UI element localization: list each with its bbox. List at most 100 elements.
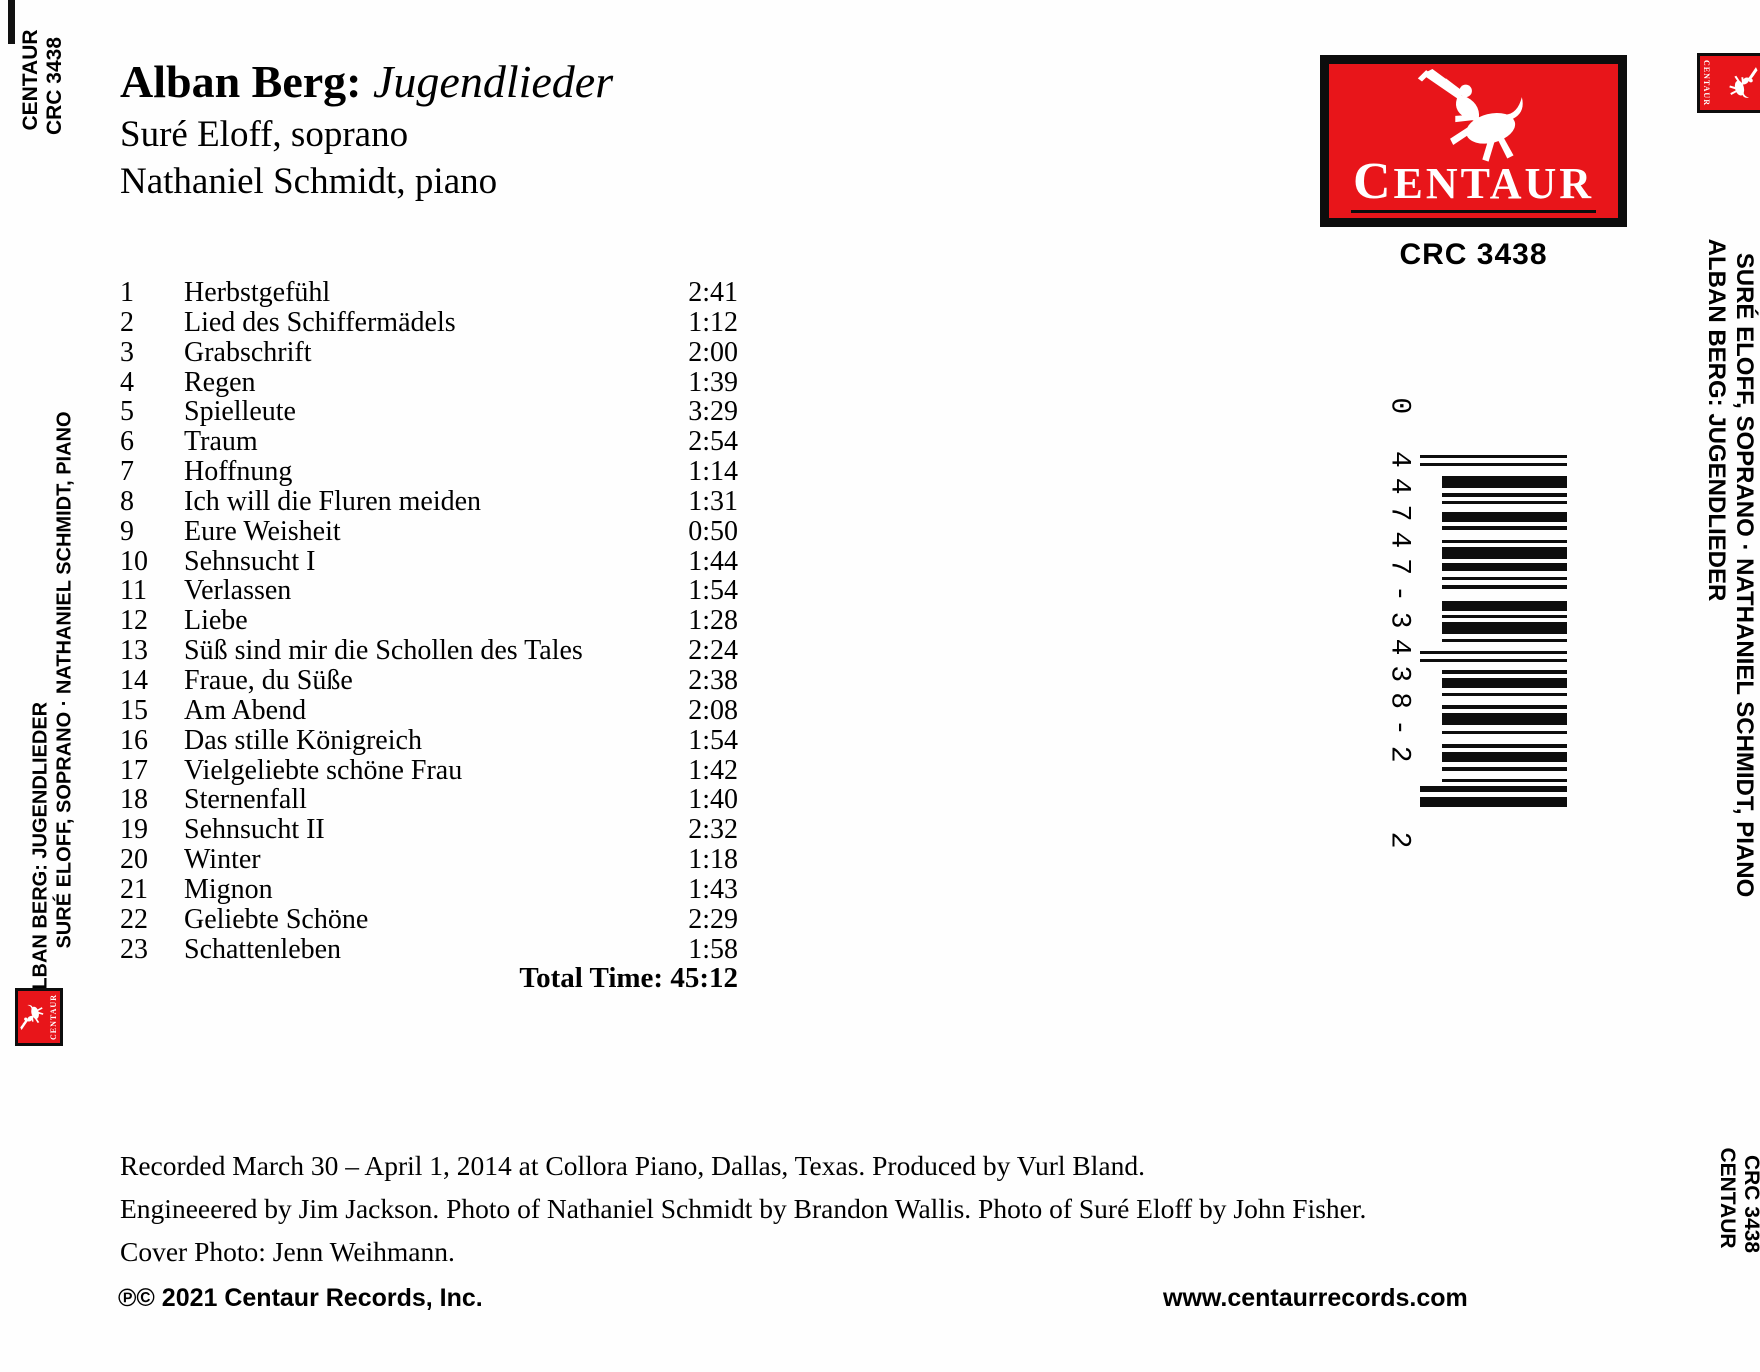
barcode-suffix-digit: 2 bbox=[1383, 831, 1415, 859]
credits-line-recording: Recorded March 30 – April 1, 2014 at Col… bbox=[120, 1150, 1145, 1181]
track-number: 14 bbox=[120, 664, 148, 696]
track-time: 2:38 bbox=[688, 664, 738, 696]
album-title-line: Alban Berg: Jugendlieder bbox=[120, 56, 613, 108]
barcode-number: 0 44747-3438-2 bbox=[1383, 397, 1415, 773]
barcode-bars bbox=[1420, 455, 1567, 807]
track-title: Hoffnung bbox=[184, 456, 293, 488]
barcode-bar bbox=[1442, 713, 1567, 725]
barcode-bar bbox=[1442, 501, 1567, 504]
track-number: 9 bbox=[120, 515, 134, 547]
barcode-bar bbox=[1442, 678, 1567, 688]
track-time: 2:29 bbox=[688, 903, 738, 935]
barcode-bar bbox=[1442, 493, 1567, 497]
track-number: 12 bbox=[120, 605, 148, 637]
track-list: 1 Herbstgefühl 2:41 2 Lied des Schiffermädel… bbox=[120, 278, 738, 964]
track-time: 1:28 bbox=[688, 605, 738, 637]
barcode-guard-bar bbox=[1420, 786, 1567, 792]
track-number: 23 bbox=[120, 933, 148, 965]
composer-name: Alban Berg: bbox=[120, 56, 362, 107]
track-number: 2 bbox=[120, 306, 134, 338]
track-title: Süß sind mir die Schollen des Tales bbox=[184, 635, 583, 667]
track-row: 11 Verlassen 1:54 bbox=[120, 576, 738, 606]
track-number: 6 bbox=[120, 426, 134, 458]
track-title: Traum bbox=[184, 426, 258, 458]
track-row: 17 Vielgeliebte schöne Frau 1:42 bbox=[120, 754, 738, 786]
track-time: 1:43 bbox=[688, 873, 738, 905]
barcode-bar bbox=[1442, 601, 1567, 611]
track-title: Schattenleben bbox=[184, 933, 342, 965]
barcode-bar bbox=[1442, 615, 1567, 618]
track-row: 19 Sehnsucht II 2:32 bbox=[120, 815, 738, 845]
track-number: 13 bbox=[120, 635, 148, 667]
track-title: Herbstgefühl bbox=[184, 277, 331, 308]
barcode-bar bbox=[1442, 705, 1567, 709]
barcode-bar bbox=[1442, 731, 1567, 734]
track-number: 10 bbox=[120, 545, 148, 577]
barcode-bar bbox=[1442, 670, 1567, 674]
track-time: 1:44 bbox=[688, 545, 738, 577]
track-title: Sehnsucht II bbox=[184, 814, 325, 846]
logo-wordmark-rest: ENTAUR bbox=[1393, 159, 1595, 208]
track-row: 5 Spielleute 3:29 bbox=[120, 397, 738, 427]
track-row: 4 Regen 1:39 bbox=[120, 366, 738, 398]
track-number: 11 bbox=[120, 575, 147, 607]
total-time-label: Total Time: bbox=[519, 962, 664, 994]
track-row: 16 Das stille Königreich 1:54 bbox=[120, 724, 738, 756]
track-row: 12 Liebe 1:28 bbox=[120, 606, 738, 636]
track-row: 8 Ich will die Fluren meiden 1:31 bbox=[120, 487, 738, 517]
track-time: 3:29 bbox=[688, 396, 738, 428]
total-time-line: Total Time: 45:12 bbox=[120, 963, 738, 993]
track-row: 15 Am Abend 2:08 bbox=[120, 694, 738, 726]
barcode-bar bbox=[1442, 639, 1567, 642]
centaur-records-logo: CENTAUR bbox=[1320, 55, 1627, 227]
track-number: 22 bbox=[120, 903, 148, 935]
track-time: 1:31 bbox=[688, 485, 738, 517]
track-title: Mignon bbox=[184, 873, 273, 905]
track-row: 21 Mignon 1:43 bbox=[120, 875, 738, 905]
track-time: 1:18 bbox=[688, 844, 738, 876]
label-website: www.centaurrecords.com bbox=[1163, 1284, 1468, 1312]
spine-left-performers: SURÉ ELOFF, SOPRANO · NATHANIEL SCHMIDT,… bbox=[53, 411, 76, 949]
logo-wordmark: CENTAUR bbox=[1329, 156, 1618, 208]
print-edge-mark bbox=[8, 0, 15, 44]
track-number: 17 bbox=[120, 754, 148, 786]
track-number: 16 bbox=[120, 724, 148, 756]
credits-block: Recorded March 30 – April 1, 2014 at Col… bbox=[120, 1144, 1366, 1273]
track-row: 13 Süß sind mir die Schollen des Tales 2:2… bbox=[120, 636, 738, 666]
track-title: Winter bbox=[184, 844, 261, 876]
barcode-bar bbox=[1442, 476, 1567, 488]
track-row: 7 Hoffnung 1:14 bbox=[120, 457, 738, 487]
track-row: 6 Traum 2:54 bbox=[120, 427, 738, 457]
barcode-bar bbox=[1442, 577, 1567, 580]
total-time-value: 45:12 bbox=[670, 962, 738, 994]
track-row: 1 Herbstgefühl 2:41 bbox=[120, 278, 738, 308]
copyright-notice: ℗© 2021 Centaur Records, Inc. bbox=[118, 1284, 483, 1312]
track-number: 19 bbox=[120, 814, 148, 846]
spine-right-performers: SURÉ ELOFF, SOPRANO · NATHANIEL SCHMIDT,… bbox=[1731, 252, 1758, 898]
track-time: 1:39 bbox=[688, 366, 738, 398]
track-title: Spielleute bbox=[184, 396, 296, 428]
track-title: Eure Weisheit bbox=[184, 515, 341, 547]
spine-left-label: CENTAUR bbox=[19, 29, 42, 131]
track-time: 1:58 bbox=[688, 933, 738, 965]
centaur-icon bbox=[20, 1004, 44, 1030]
track-number: 15 bbox=[120, 694, 148, 726]
track-time: 2:32 bbox=[688, 814, 738, 846]
performer-soprano: Suré Eloff, soprano bbox=[120, 113, 409, 155]
track-row: 9 Eure Weisheit 0:50 bbox=[120, 515, 738, 547]
track-title: Das stille Königreich bbox=[184, 724, 422, 756]
track-number: 20 bbox=[120, 844, 148, 876]
barcode-guard-bar bbox=[1420, 659, 1567, 662]
credits-line-cover-photo: Cover Photo: Jenn Weihmann. bbox=[120, 1236, 455, 1267]
credits-line-engineering: Engineeered by Jim Jackson. Photo of Nat… bbox=[120, 1193, 1367, 1224]
track-time: 1:54 bbox=[688, 575, 738, 607]
track-number: 5 bbox=[120, 396, 134, 428]
track-row: 2 Lied des Schiffermädels 1:12 bbox=[120, 306, 738, 338]
barcode-bar bbox=[1442, 547, 1567, 559]
centaur-icon bbox=[1417, 69, 1523, 162]
barcode-guard-bar bbox=[1420, 651, 1567, 654]
track-number: 1 bbox=[120, 277, 134, 308]
track-time: 1:54 bbox=[688, 724, 738, 756]
logo-underline bbox=[1351, 210, 1596, 213]
